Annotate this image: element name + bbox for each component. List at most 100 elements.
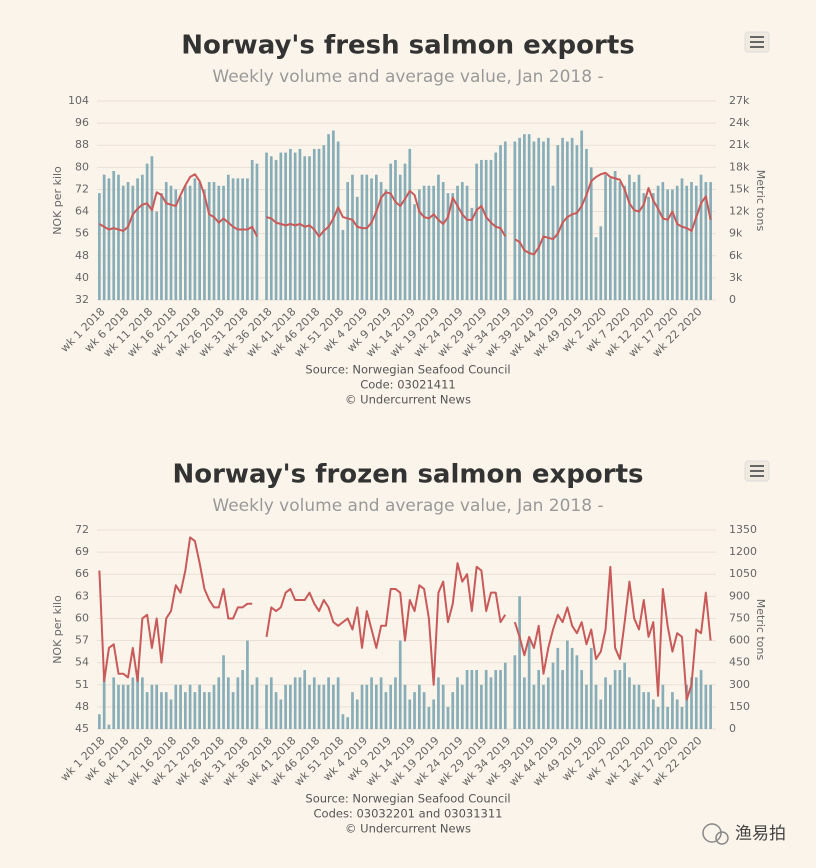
chart-subtitle: Weekly volume and average value, Jan 201… [212,67,603,87]
bar [470,207,474,300]
source-line: Code: 03021411 [360,378,456,392]
bar [394,159,397,300]
bar [203,189,206,300]
bar [332,684,335,729]
y-tick-label: 32 [75,293,89,306]
menu-button[interactable] [744,460,770,482]
y2-tick-label: 150 [729,700,750,713]
bar [341,714,345,729]
bar [518,137,521,300]
y2-tick-label: 1050 [729,567,757,580]
bar [370,178,373,300]
y2-tick-label: 1200 [729,545,757,558]
watermark-text: 渔易拍 [735,824,786,844]
menu-button[interactable] [744,31,770,53]
bar [599,226,603,300]
bar [136,178,139,300]
chart-subtitle: Weekly volume and average value, Jan 201… [212,496,603,516]
bar [322,145,326,300]
bar [451,692,455,729]
bar [690,677,693,729]
y-tick-label: 96 [75,116,89,129]
bar [255,677,259,729]
y2-axis-title: Metric tons [754,599,767,661]
bar [566,640,569,729]
bar [341,229,345,300]
y2-tick-label: 27k [729,94,750,107]
bar [226,677,230,729]
bar [121,185,125,300]
bar [551,185,555,300]
y-tick-label: 40 [75,271,89,284]
bar [117,174,120,300]
bar [656,706,660,729]
bar [427,706,431,729]
bar [145,692,149,729]
bar [102,174,106,300]
y-tick-label: 64 [75,205,89,218]
y-tick-label: 48 [75,700,89,713]
bar [160,193,163,300]
bar [680,178,684,300]
bar [537,670,541,729]
bar [217,677,221,729]
bar [542,141,545,300]
bar [403,684,407,729]
bar [623,662,626,729]
bar [628,677,631,729]
bar [499,145,502,300]
bar [117,684,120,729]
bar [365,174,369,300]
bar [566,141,569,300]
y2-tick-label: 15k [729,182,750,195]
bar [446,193,450,300]
bar [613,171,617,300]
bar [546,677,550,729]
bar [360,174,364,300]
bar [484,159,488,300]
bar [580,130,584,300]
bar [480,684,483,729]
bar [456,185,459,300]
y2-tick-label: 24k [729,116,750,129]
bar [417,189,421,300]
bar [494,670,498,729]
bar [188,185,192,300]
bar [131,677,135,729]
bar [198,182,202,300]
y2-tick-label: 6k [729,249,743,262]
bar [212,684,216,729]
y2-tick-label: 600 [729,634,750,647]
source-line: © Undercurrent News [345,393,471,407]
bar [231,692,235,729]
bar [131,185,135,300]
bar [432,699,435,729]
y-tick-label: 45 [75,722,89,735]
y-tick-label: 104 [68,94,89,107]
bar [217,185,221,300]
bar [585,684,588,729]
y2-axis-title: Metric tons [754,170,767,232]
y2-tick-label: 0 [729,293,736,306]
source-line: Source: Norwegian Seafood Council [305,792,510,806]
bar [451,193,455,300]
bar [322,684,326,729]
bar [570,137,574,300]
bar [484,670,488,729]
y2-tick-label: 9k [729,227,743,240]
bar [107,724,111,729]
bar [460,684,464,729]
bar [308,156,311,300]
bar [542,684,545,729]
bar [546,137,550,300]
bar [98,193,101,300]
bar [637,684,641,729]
chart-title: Norway's frozen salmon exports [172,460,643,490]
y-tick-label: 72 [75,182,89,195]
bar [355,196,359,300]
bar [312,148,316,300]
y-tick-label: 51 [75,678,89,691]
bar [604,174,607,300]
bar [690,182,693,300]
